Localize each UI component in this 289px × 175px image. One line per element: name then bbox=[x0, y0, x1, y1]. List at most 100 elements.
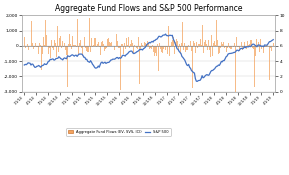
Bar bbox=[188, 45, 189, 46]
Bar bbox=[77, 19, 78, 46]
Bar bbox=[41, 46, 42, 69]
Bar bbox=[190, 41, 191, 46]
Bar bbox=[227, 43, 229, 46]
Bar bbox=[144, 42, 145, 46]
Title: Aggregate Fund Flows and S&P 500 Performance: Aggregate Fund Flows and S&P 500 Perform… bbox=[55, 4, 242, 13]
Bar bbox=[237, 46, 238, 47]
Bar bbox=[86, 46, 87, 51]
Bar bbox=[239, 46, 240, 51]
Bar bbox=[251, 40, 252, 46]
Bar bbox=[31, 46, 32, 55]
Bar bbox=[216, 20, 217, 46]
Bar bbox=[90, 46, 91, 52]
Bar bbox=[165, 46, 166, 50]
Bar bbox=[73, 45, 74, 46]
Bar bbox=[109, 42, 110, 46]
Bar bbox=[225, 46, 226, 47]
Bar bbox=[125, 46, 126, 49]
Bar bbox=[136, 46, 137, 48]
Bar bbox=[173, 37, 174, 46]
Bar bbox=[260, 39, 261, 46]
Bar bbox=[145, 43, 146, 46]
Bar bbox=[164, 46, 165, 47]
Bar bbox=[253, 44, 255, 46]
Bar bbox=[61, 46, 62, 48]
Bar bbox=[119, 46, 120, 48]
Bar bbox=[236, 37, 237, 46]
Bar bbox=[27, 44, 28, 46]
Bar bbox=[46, 35, 47, 46]
Bar bbox=[38, 46, 39, 54]
Bar bbox=[252, 46, 253, 48]
Bar bbox=[191, 46, 192, 51]
Bar bbox=[175, 42, 176, 46]
Bar bbox=[121, 44, 122, 46]
Bar bbox=[60, 36, 61, 46]
Bar bbox=[249, 44, 250, 46]
Bar bbox=[99, 46, 100, 47]
Bar bbox=[55, 43, 56, 46]
Bar bbox=[133, 46, 134, 52]
Bar bbox=[160, 46, 161, 49]
Bar bbox=[180, 46, 181, 54]
Bar bbox=[170, 46, 171, 47]
Bar bbox=[151, 46, 152, 49]
Bar bbox=[96, 46, 97, 47]
Bar bbox=[256, 39, 257, 46]
Bar bbox=[43, 37, 44, 46]
Bar bbox=[64, 43, 65, 46]
Bar bbox=[24, 37, 25, 46]
Bar bbox=[246, 46, 247, 49]
Bar bbox=[214, 41, 215, 46]
Bar bbox=[63, 46, 64, 47]
Bar bbox=[241, 42, 242, 46]
Bar bbox=[233, 46, 234, 47]
Bar bbox=[259, 46, 260, 52]
Bar bbox=[196, 42, 197, 46]
Bar bbox=[74, 45, 75, 46]
Bar bbox=[138, 37, 139, 46]
Bar bbox=[201, 45, 202, 46]
Bar bbox=[181, 43, 182, 46]
Bar bbox=[78, 46, 79, 54]
Bar bbox=[48, 46, 49, 54]
Bar bbox=[156, 46, 158, 56]
Bar bbox=[200, 39, 201, 46]
Bar bbox=[95, 38, 96, 46]
Bar bbox=[50, 46, 51, 58]
Bar bbox=[111, 42, 112, 46]
Legend: Aggregate Fund Flows (EV, SVS, ICI), S&P 500: Aggregate Fund Flows (EV, SVS, ICI), S&P… bbox=[66, 128, 171, 136]
Bar bbox=[153, 46, 155, 56]
Bar bbox=[242, 46, 243, 50]
Bar bbox=[53, 40, 55, 46]
Bar bbox=[167, 46, 168, 54]
Bar bbox=[158, 46, 159, 71]
Bar bbox=[49, 46, 50, 48]
Bar bbox=[122, 44, 123, 46]
Bar bbox=[195, 46, 196, 53]
Bar bbox=[52, 46, 53, 48]
Bar bbox=[81, 46, 82, 48]
Bar bbox=[100, 46, 101, 55]
Bar bbox=[129, 46, 131, 47]
Bar bbox=[197, 46, 198, 48]
Bar bbox=[255, 46, 256, 56]
Bar bbox=[137, 46, 138, 49]
Bar bbox=[234, 43, 235, 46]
Bar bbox=[105, 46, 106, 49]
Bar bbox=[166, 46, 167, 47]
Bar bbox=[106, 46, 108, 48]
Bar bbox=[208, 40, 209, 46]
Bar bbox=[66, 46, 67, 55]
Bar bbox=[162, 46, 163, 52]
Bar bbox=[56, 46, 58, 57]
Bar bbox=[220, 46, 221, 48]
Bar bbox=[62, 41, 63, 46]
Bar bbox=[44, 45, 45, 46]
Bar bbox=[128, 37, 129, 46]
Bar bbox=[76, 46, 77, 47]
Bar bbox=[194, 43, 195, 46]
Bar bbox=[39, 43, 40, 46]
Bar bbox=[245, 46, 246, 47]
Bar bbox=[37, 46, 38, 47]
